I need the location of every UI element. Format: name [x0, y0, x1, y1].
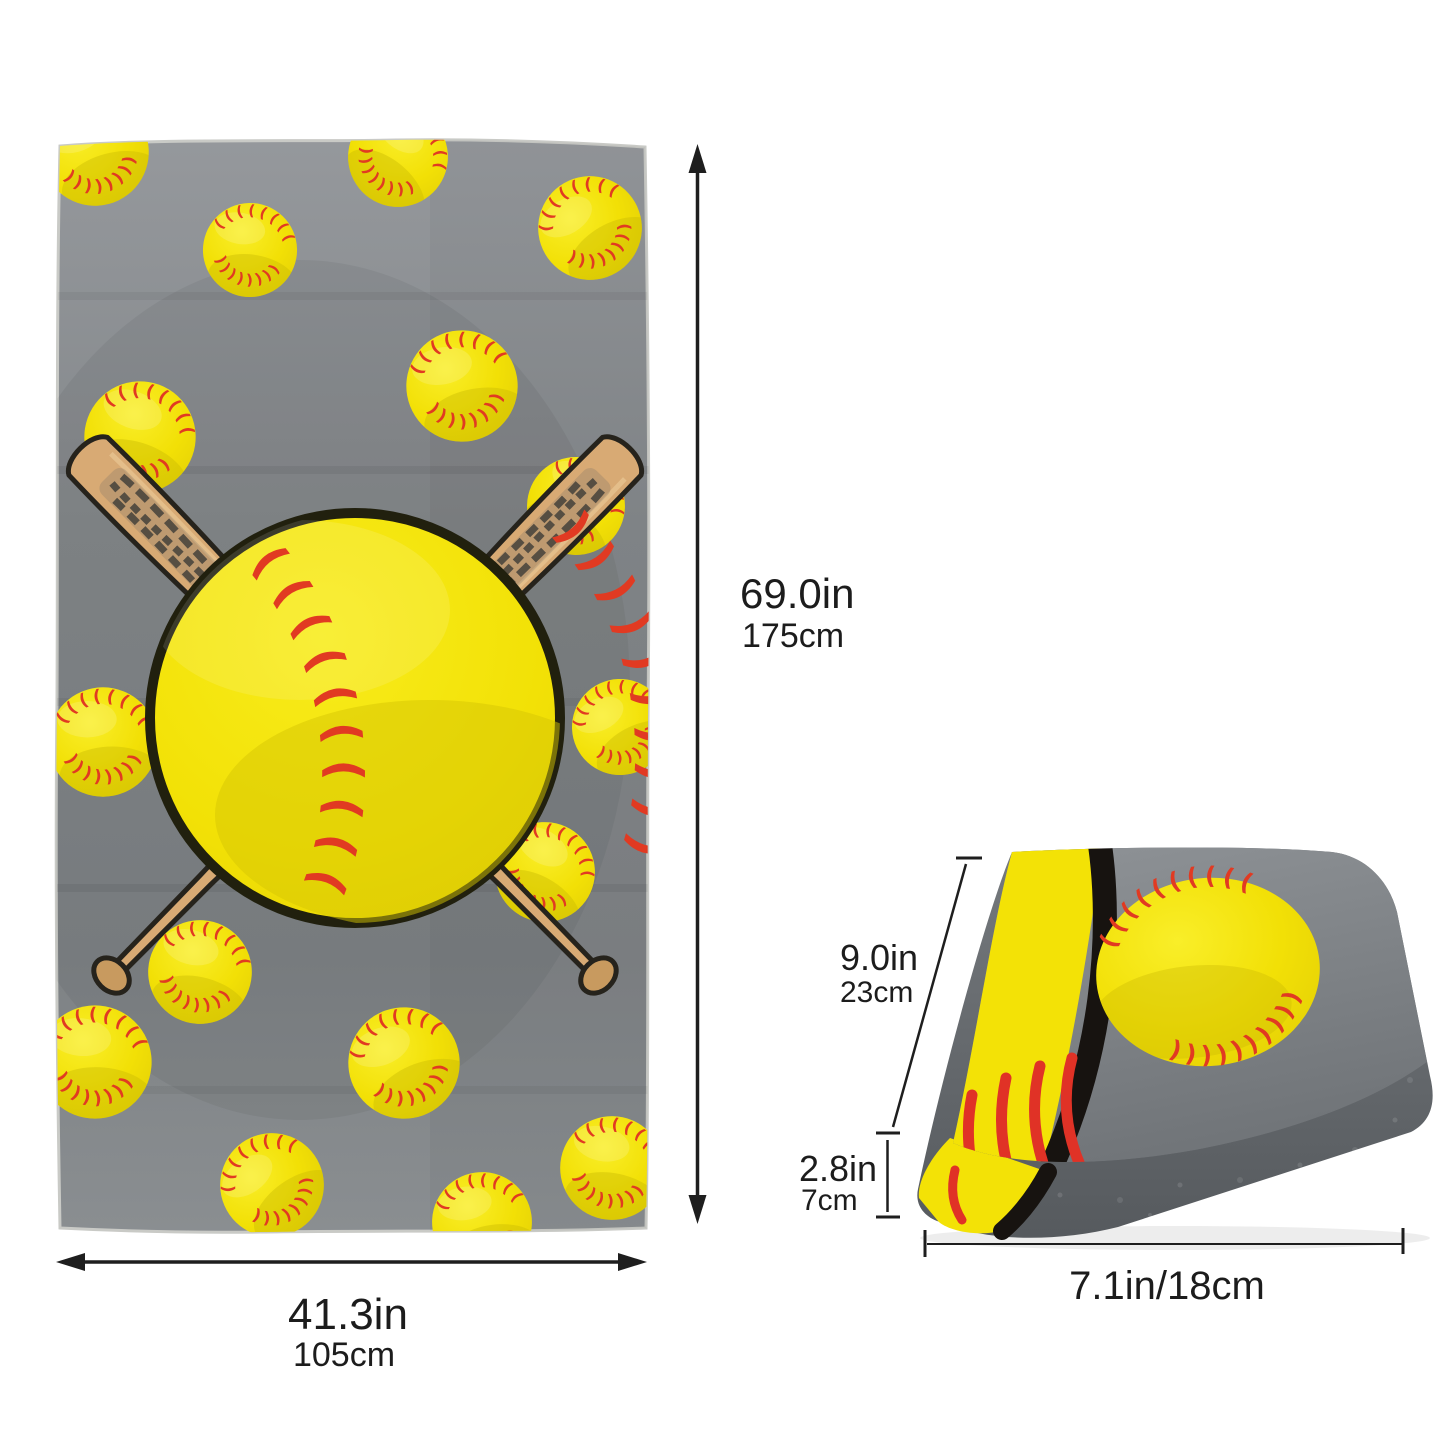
- folded-thickness-cm-label: 7cm: [801, 1184, 858, 1217]
- flat-height-inches-label: 69.0in: [740, 570, 854, 617]
- flat-width-cm-label: 105cm: [293, 1336, 395, 1374]
- folded-thickness-dimension-line: [876, 1140, 900, 1219]
- flat-height-cm-label: 175cm: [742, 617, 844, 655]
- folded-depth-inches-label: 9.0in: [840, 937, 918, 978]
- folded-thickness-inches-label: 2.8in: [799, 1148, 877, 1189]
- flat-towel-figure: ((((((((((( ))))))))))): [54, 138, 651, 1234]
- folded-width-dimension-line: [923, 1228, 1405, 1257]
- folded-depth-cm-label: 23cm: [840, 976, 913, 1009]
- folded-depth-dimension-line: [876, 856, 982, 1135]
- height-dimension-arrow: [688, 144, 707, 1224]
- flat-width-inches-label: 41.3in: [288, 1290, 408, 1339]
- folded-width-label: 7.1in/18cm: [1069, 1264, 1265, 1308]
- folded-side-texture: [997, 1077, 1413, 1217]
- width-dimension-arrow: [56, 1253, 647, 1271]
- folded-towel-figure: (((((((((( )))))))))): [917, 847, 1433, 1250]
- folded-towel-wrapped-edge: [918, 1138, 1057, 1240]
